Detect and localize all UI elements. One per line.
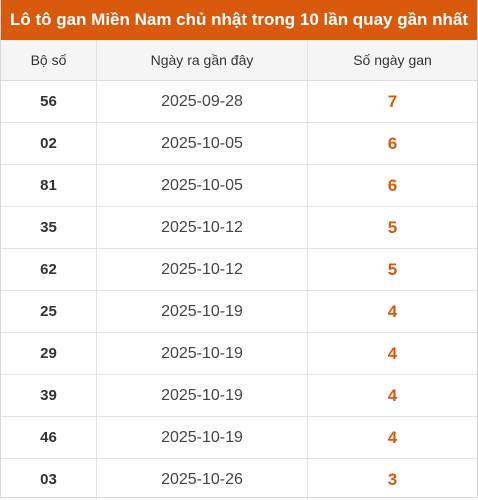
row-last-date: 2025-09-28: [97, 81, 308, 122]
table-row: 81 2025-10-05 6: [1, 165, 477, 207]
row-gan-days: 4: [387, 343, 398, 363]
table-row: 62 2025-10-12 5: [1, 249, 477, 291]
row-gan-days: 4: [387, 301, 398, 321]
row-number: 39: [1, 375, 97, 416]
row-number: 25: [1, 291, 97, 332]
row-last-date: 2025-10-19: [97, 333, 308, 374]
row-gan-days: 3: [387, 469, 398, 489]
row-last-date: 2025-10-12: [97, 249, 308, 290]
row-gan-days: 6: [387, 175, 398, 195]
row-gan-days: 7: [387, 91, 398, 111]
row-last-date: 2025-10-19: [97, 291, 308, 332]
row-last-date: 2025-10-12: [97, 207, 308, 248]
row-last-date: 2025-10-19: [97, 417, 308, 458]
header-last-date: Ngày ra gần đây: [97, 40, 308, 80]
row-last-date: 2025-10-19: [97, 375, 308, 416]
row-gan-days: 5: [387, 217, 398, 237]
table-row: 29 2025-10-19 4: [1, 333, 477, 375]
row-number: 62: [1, 249, 97, 290]
table-row: 46 2025-10-19 4: [1, 417, 477, 459]
table-row: 56 2025-09-28 7: [1, 81, 477, 123]
row-number: 35: [1, 207, 97, 248]
table-title: Lô tô gan Miền Nam chủ nhật trong 10 lần…: [1, 0, 477, 40]
table-row: 03 2025-10-26 3: [1, 459, 477, 500]
table-row: 25 2025-10-19 4: [1, 291, 477, 333]
row-number: 03: [1, 459, 97, 500]
table-header-row: Bộ số Ngày ra gần đây Số ngày gan: [1, 40, 477, 81]
row-last-date: 2025-10-26: [97, 459, 308, 500]
row-gan-days: 4: [387, 385, 398, 405]
header-number: Bộ số: [1, 40, 97, 80]
row-gan-days: 5: [387, 259, 398, 279]
row-gan-days: 6: [387, 133, 398, 153]
row-number: 46: [1, 417, 97, 458]
table-row: 02 2025-10-05 6: [1, 123, 477, 165]
header-gan-days: Số ngày gan: [353, 52, 432, 68]
table-row: 39 2025-10-19 4: [1, 375, 477, 417]
row-last-date: 2025-10-05: [97, 123, 308, 164]
row-last-date: 2025-10-05: [97, 165, 308, 206]
row-number: 29: [1, 333, 97, 374]
row-number: 81: [1, 165, 97, 206]
row-number: 02: [1, 123, 97, 164]
table-row: 35 2025-10-12 5: [1, 207, 477, 249]
row-number: 56: [1, 81, 97, 122]
row-gan-days: 4: [387, 427, 398, 447]
